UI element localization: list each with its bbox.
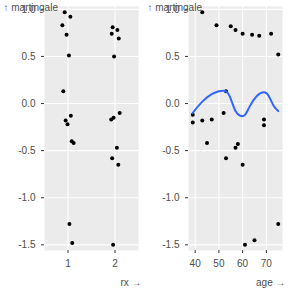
svg-text:0.5: 0.5 <box>22 51 36 62</box>
svg-text:-0.5: -0.5 <box>18 145 36 156</box>
svg-text:↑ martingale: ↑ martingale <box>148 2 203 13</box>
svg-text:-0.5: -0.5 <box>162 145 180 156</box>
svg-text:0.5: 0.5 <box>166 51 180 62</box>
svg-text:-1.0: -1.0 <box>18 192 36 203</box>
svg-text:1: 1 <box>65 258 71 269</box>
svg-text:40: 40 <box>190 258 202 269</box>
svg-text:0.0: 0.0 <box>22 98 36 109</box>
svg-text:↑ martingale: ↑ martingale <box>4 2 59 13</box>
svg-text:-1.5: -1.5 <box>18 239 36 250</box>
svg-text:50: 50 <box>213 258 225 269</box>
svg-text:rx →: rx → <box>120 277 141 288</box>
svg-text:0.0: 0.0 <box>166 98 180 109</box>
svg-text:age →: age → <box>256 277 285 288</box>
svg-text:-1.0: -1.0 <box>162 192 180 203</box>
svg-text:2: 2 <box>112 258 118 269</box>
svg-text:-1.5: -1.5 <box>162 239 180 250</box>
svg-text:60: 60 <box>237 258 249 269</box>
svg-text:70: 70 <box>261 258 273 269</box>
